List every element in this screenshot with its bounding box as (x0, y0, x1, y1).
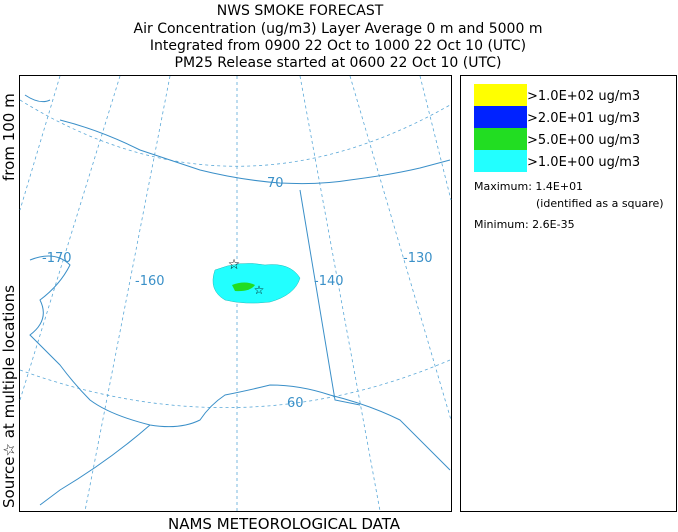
smoke-plume: ☆ ☆ (212, 257, 301, 304)
legend-label: >1.0E+00 ug/m3 (527, 155, 640, 170)
source-label: Source☆ at multiple locations (0, 285, 18, 508)
graticule-label: -140 (314, 274, 344, 289)
legend-swatch (474, 106, 527, 128)
graticule-label: 60 (287, 396, 304, 411)
map: ☆ ☆ -170 -160 -140 -130 70 60 (19, 75, 452, 512)
legend-label: >5.0E+00 ug/m3 (527, 133, 640, 148)
maximum-note: (identified as a square) (536, 197, 664, 210)
graticule-label: 70 (267, 176, 284, 191)
plume-green (232, 282, 255, 292)
graticule-label: -130 (403, 251, 433, 266)
legend-swatch (474, 150, 527, 172)
legend-swatch (474, 84, 527, 106)
header-line: PM25 Release started at 0600 22 Oct 10 (… (175, 55, 502, 71)
source-star: ☆ (254, 283, 265, 297)
coastline (24, 94, 451, 506)
title: NWS SMOKE FORECAST (217, 3, 384, 19)
legend-swatch (474, 128, 527, 150)
source-star: ☆ (228, 257, 241, 273)
legend: Maximum: 1.4E+01 (identified as a square… (460, 75, 677, 512)
graticule-label: -160 (135, 274, 165, 289)
legend-label: >1.0E+02 ug/m3 (527, 89, 640, 104)
legend-label: >2.0E+01 ug/m3 (527, 111, 640, 126)
graticule-label: -170 (42, 251, 72, 266)
header-line: Air Concentration (ug/m3) Layer Average … (134, 21, 543, 37)
height-label: from 100 m (0, 93, 18, 181)
minimum: Minimum: 2.6E-35 (474, 218, 575, 231)
plume-cyan (212, 263, 301, 304)
header-line: Integrated from 0900 22 Oct to 1000 22 O… (150, 38, 526, 54)
footer: NAMS METEOROLOGICAL DATA (168, 515, 401, 532)
maximum: Maximum: 1.4E+01 (474, 180, 583, 193)
